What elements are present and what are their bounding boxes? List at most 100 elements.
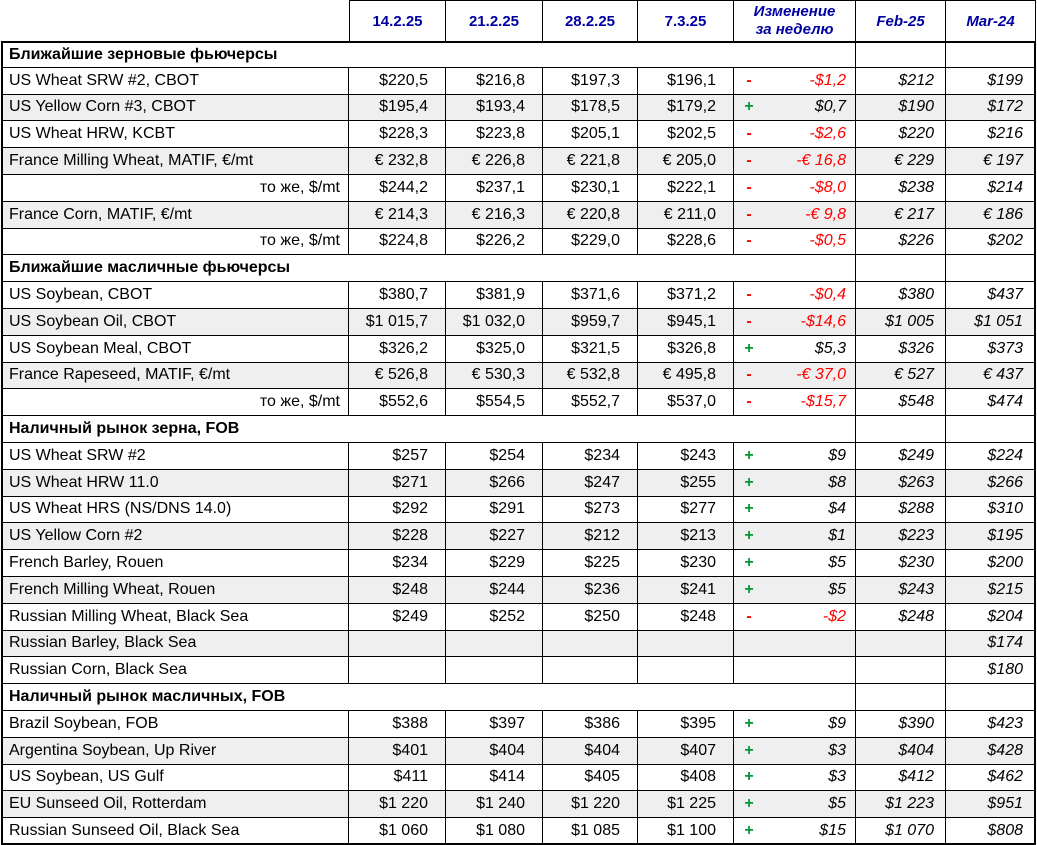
change-sign: + — [744, 714, 754, 732]
price-cell-28.2.25: $1 085 — [543, 818, 638, 845]
change-value: $5 — [828, 795, 846, 813]
feb25-cell — [856, 255, 946, 283]
change-value: $15 — [819, 821, 846, 839]
row-label: France Rapeseed, MATIF, €/mt — [1, 362, 349, 390]
feb25-cell: $548 — [856, 389, 946, 417]
change-value: $1 — [828, 527, 846, 545]
price-cell-21.2.25 — [446, 630, 543, 658]
mar24-cell — [946, 255, 1036, 283]
price-cell-7.3.25: $1 100 — [638, 818, 734, 845]
feb25-cell: $190 — [856, 94, 946, 122]
price-cell-7.3.25: $408 — [638, 764, 734, 792]
weekly-change-cell: + $9 — [734, 710, 856, 738]
price-cell-7.3.25: $326,8 — [638, 335, 734, 363]
feb25-cell: $226 — [856, 228, 946, 256]
weekly-change-cell: + $4 — [734, 496, 856, 524]
price-cell-7.3.25 — [638, 630, 734, 658]
weekly-change-cell: + $3 — [734, 737, 856, 765]
price-cell-14.2.25: $220,5 — [349, 67, 446, 95]
row-label: US Soybean, US Gulf — [1, 764, 349, 792]
change-value: -$0,5 — [809, 232, 846, 250]
mar24-cell: $428 — [946, 737, 1036, 765]
row-label: то же, $/mt — [1, 174, 349, 202]
price-cell-14.2.25: $257 — [349, 442, 446, 470]
table-row: US Wheat HRW 11.0 $271 $266 $247 $255 + $8 $263… — [1, 469, 1036, 497]
price-cell-7.3.25: $255 — [638, 469, 734, 497]
price-cell-14.2.25: $1 060 — [349, 818, 446, 845]
price-cell-28.2.25: $371,6 — [543, 282, 638, 309]
price-cell-14.2.25 — [349, 630, 446, 658]
table-row: то же, $/mt $552,6 $554,5 $552,7 $537,0- -$15… — [1, 389, 1036, 417]
row-label: US Wheat HRW 11.0 — [1, 469, 349, 497]
price-cell-14.2.25: $401 — [349, 737, 446, 765]
price-cell-28.2.25: $229,0 — [543, 228, 638, 256]
price-cell-21.2.25: $1 032,0 — [446, 308, 543, 336]
mar24-cell: $266 — [946, 469, 1036, 497]
price-cell-28.2.25: $178,5 — [543, 94, 638, 122]
feb25-cell: $223 — [856, 523, 946, 551]
price-cell-21.2.25: $226,2 — [446, 228, 543, 256]
row-label: French Milling Wheat, Rouen — [1, 576, 349, 604]
feb25-cell: $263 — [856, 469, 946, 497]
column-header-date-3: 28.2.25 — [543, 0, 638, 41]
price-cell-14.2.25: $388 — [349, 710, 446, 738]
feb25-cell: $1 223 — [856, 791, 946, 819]
price-cell-14.2.25 — [349, 657, 446, 685]
price-cell-21.2.25: $254 — [446, 442, 543, 470]
price-cell-14.2.25: $1 015,7 — [349, 308, 446, 336]
price-cell-14.2.25: € 232,8 — [349, 148, 446, 175]
price-cell-7.3.25 — [638, 657, 734, 685]
price-cell-14.2.25: $552,6 — [349, 389, 446, 417]
weekly-change-cell: + $9 — [734, 442, 856, 470]
mar24-cell: $216 — [946, 121, 1036, 149]
mar24-cell: € 437 — [946, 362, 1036, 390]
weekly-change-cell: - -$15,7 — [734, 389, 856, 417]
table-header-row: 14.2.25 21.2.25 28.2.25 7.3.25 Изменение… — [1, 0, 1036, 41]
price-cell-21.2.25: $227 — [446, 523, 543, 551]
price-cell-28.2.25: $273 — [543, 496, 638, 524]
change-sign: - — [746, 205, 752, 223]
price-cell-21.2.25: $381,9 — [446, 282, 543, 309]
mar24-cell: $951 — [946, 791, 1036, 819]
price-cell-7.3.25: $407 — [638, 737, 734, 765]
section-label: Наличный рынок масличных, FOB — [1, 684, 856, 711]
mar24-cell: $1 051 — [946, 308, 1036, 336]
price-cell-28.2.25: $405 — [543, 764, 638, 792]
price-cell-7.3.25: $222,1 — [638, 174, 734, 202]
mar24-cell: $195 — [946, 523, 1036, 551]
price-cell-7.3.25: $228,6 — [638, 228, 734, 256]
mar24-cell — [946, 684, 1036, 711]
price-cell-28.2.25: $404 — [543, 737, 638, 765]
mar24-cell: $172 — [946, 94, 1036, 122]
table-row: то же, $/mt $244,2 $237,1 $230,1 $222,1- -$8,… — [1, 174, 1036, 202]
feb25-cell: € 229 — [856, 148, 946, 175]
weekly-change-cell — [734, 630, 856, 658]
price-cell-7.3.25: € 495,8 — [638, 362, 734, 390]
weekly-change-cell: - -$0,4 — [734, 282, 856, 309]
row-label: French Barley, Rouen — [1, 550, 349, 577]
price-cell-14.2.25: € 526,8 — [349, 362, 446, 390]
weekly-change-cell: - -$8,0 — [734, 174, 856, 202]
price-cell-14.2.25: $248 — [349, 576, 446, 604]
change-sign: + — [744, 98, 754, 116]
price-cell-21.2.25: $223,8 — [446, 121, 543, 149]
price-cell-28.2.25 — [543, 657, 638, 685]
change-value: -$2 — [822, 607, 846, 625]
price-cell-28.2.25: $236 — [543, 576, 638, 604]
table-row: US Wheat HRS (NS/DNS 14.0) $292 $291 $273 $2… — [1, 496, 1036, 524]
price-cell-21.2.25: $216,8 — [446, 67, 543, 95]
price-cell-28.2.25: $197,3 — [543, 67, 638, 95]
column-header-feb25: Feb-25 — [856, 0, 946, 41]
change-sign: + — [744, 527, 754, 545]
mar24-cell — [946, 41, 1036, 68]
row-label: то же, $/mt — [1, 228, 349, 256]
price-cell-28.2.25: $234 — [543, 442, 638, 470]
weekly-change-cell: + $3 — [734, 764, 856, 792]
change-value: $3 — [828, 741, 846, 759]
row-label: US Wheat SRW #2, CBOT — [1, 67, 349, 95]
price-cell-14.2.25: $380,7 — [349, 282, 446, 309]
mar24-cell: $204 — [946, 603, 1036, 631]
change-value: $3 — [828, 768, 846, 786]
feb25-cell: € 217 — [856, 201, 946, 229]
